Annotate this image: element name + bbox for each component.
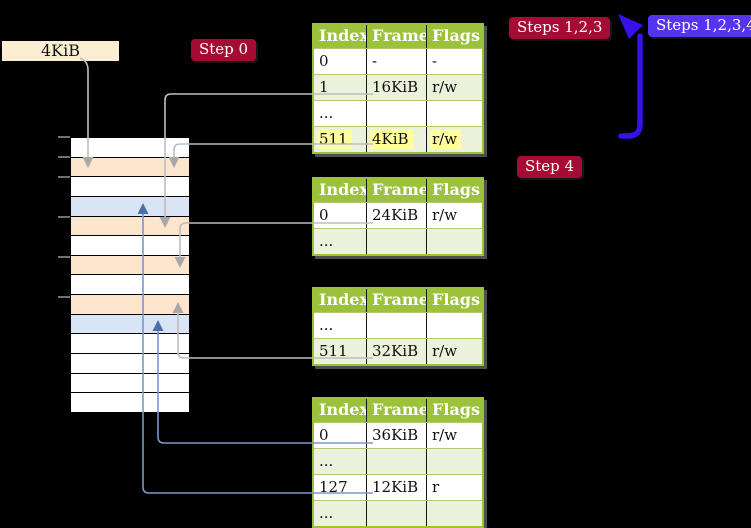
column-header: Flags	[426, 289, 482, 312]
table-cell	[366, 501, 426, 526]
table-cell	[366, 101, 426, 126]
memory-frame-row-white	[71, 138, 189, 158]
page-table-level-top: Index Frame Flags 0- -1 16KiB r/w... 511 4KiB r/w	[312, 23, 484, 154]
table-row: ...	[314, 448, 482, 474]
column-header: Flags	[426, 179, 482, 202]
table-cell	[366, 313, 426, 338]
table-cell: r/w	[426, 127, 482, 152]
highlighted-value: 4KiB	[370, 130, 413, 149]
table-row: ...	[314, 228, 482, 254]
memory-frame-row-white	[71, 373, 189, 394]
column-header: Frame	[366, 25, 426, 48]
column-header: Index	[319, 26, 366, 45]
steps-arrowhead-icon	[618, 14, 643, 39]
table-cell: 0	[319, 206, 329, 224]
table-cell	[366, 229, 426, 254]
memory-frame-row-peach	[71, 255, 189, 276]
table-cell: 36KiB	[366, 423, 426, 448]
highlighted-value: 511	[317, 130, 352, 149]
physical-memory-column	[70, 137, 190, 413]
memory-frame-row-peach	[71, 216, 189, 237]
column-header: Index	[319, 400, 366, 419]
page-table-third: Index Frame Flags... 511 32KiB r/w	[312, 287, 484, 366]
column-header: Frame	[366, 179, 426, 202]
memory-frame-row-blue	[71, 196, 189, 217]
memory-frame-row-white	[71, 354, 189, 374]
table-cell: 511	[319, 342, 348, 360]
table-row: ...	[314, 100, 482, 126]
table-cell	[426, 313, 482, 338]
table-row: 0 24KiB r/w	[314, 202, 482, 228]
table-row: 127 12KiB r	[314, 474, 482, 500]
table-cell	[366, 449, 426, 474]
table-cell: 0	[319, 426, 329, 444]
table-cell: -	[366, 49, 426, 74]
table-header-row: Index Frame Flags	[314, 399, 482, 422]
table-cell: 24KiB	[366, 203, 426, 228]
table-cell: r/w	[426, 203, 482, 228]
table-cell: 16KiB	[366, 75, 426, 100]
steps-arrow	[618, 14, 643, 139]
table-cell: 32KiB	[366, 339, 426, 364]
table-row: 511 4KiB r/w	[314, 126, 482, 152]
table-row: 511 32KiB r/w	[314, 338, 482, 364]
column-header: Flags	[426, 25, 482, 48]
memory-frame-row-white	[71, 393, 189, 412]
frame-size-label: 4KiB	[2, 41, 119, 61]
memory-frame-row-white	[71, 236, 189, 256]
table-row: 0 36KiB r/w	[314, 422, 482, 448]
table-cell: 1	[319, 78, 329, 96]
table-cell: ...	[319, 104, 334, 122]
table-row: 0 --	[314, 48, 482, 74]
table-cell	[426, 449, 482, 474]
table-cell: r	[426, 475, 482, 500]
column-header: Frame	[366, 399, 426, 422]
memory-frame-row-white	[71, 334, 189, 355]
steps123-badge: Steps 1,2,3	[509, 17, 611, 39]
table-cell: r/w	[426, 75, 482, 100]
step4-badge: Step 4	[517, 156, 583, 178]
memory-frame-row-blue	[71, 314, 189, 335]
table-cell	[426, 229, 482, 254]
table-row: ...	[314, 312, 482, 338]
table-cell: ...	[319, 316, 334, 334]
column-header: Frame	[366, 289, 426, 312]
memory-frame-row-white	[71, 177, 189, 197]
memory-frame-row-peach	[71, 295, 189, 315]
step0-badge: Step 0	[191, 39, 257, 61]
table-cell: 4KiB	[366, 127, 426, 152]
memory-frame-row-peach	[71, 157, 189, 178]
memory-frame-row-white	[71, 275, 189, 296]
table-cell: 12KiB	[366, 475, 426, 500]
column-header: Index	[319, 180, 366, 199]
table-header-row: Index Frame Flags	[314, 25, 482, 48]
column-header: Flags	[426, 399, 482, 422]
table-cell	[426, 501, 482, 526]
table-cell: ...	[319, 504, 334, 522]
steps1234-badge: Steps 1,2,3,4	[648, 15, 751, 37]
table-cell: r/w	[426, 423, 482, 448]
column-header: Index	[319, 290, 366, 309]
table-cell: ...	[319, 452, 334, 470]
page-table-second: Index Frame Flags 0 24KiB r/w...	[312, 177, 484, 256]
table-cell: 127	[319, 478, 348, 496]
page-table-fourth: Index Frame Flags 0 36KiB r/w... 127 12KiB r...	[312, 397, 484, 528]
table-header-row: Index Frame Flags	[314, 289, 482, 312]
table-header-row: Index Frame Flags	[314, 179, 482, 202]
highlighted-value: r/w	[430, 130, 462, 149]
table-row: ...	[314, 500, 482, 526]
table-row: 1 16KiB r/w	[314, 74, 482, 100]
table-cell	[426, 101, 482, 126]
table-cell: r/w	[426, 339, 482, 364]
memory-tick-marks	[58, 136, 70, 298]
table-cell: 0	[319, 52, 329, 70]
table-cell: ...	[319, 232, 334, 250]
table-cell: -	[426, 49, 482, 74]
table-cell: 511	[314, 127, 366, 152]
